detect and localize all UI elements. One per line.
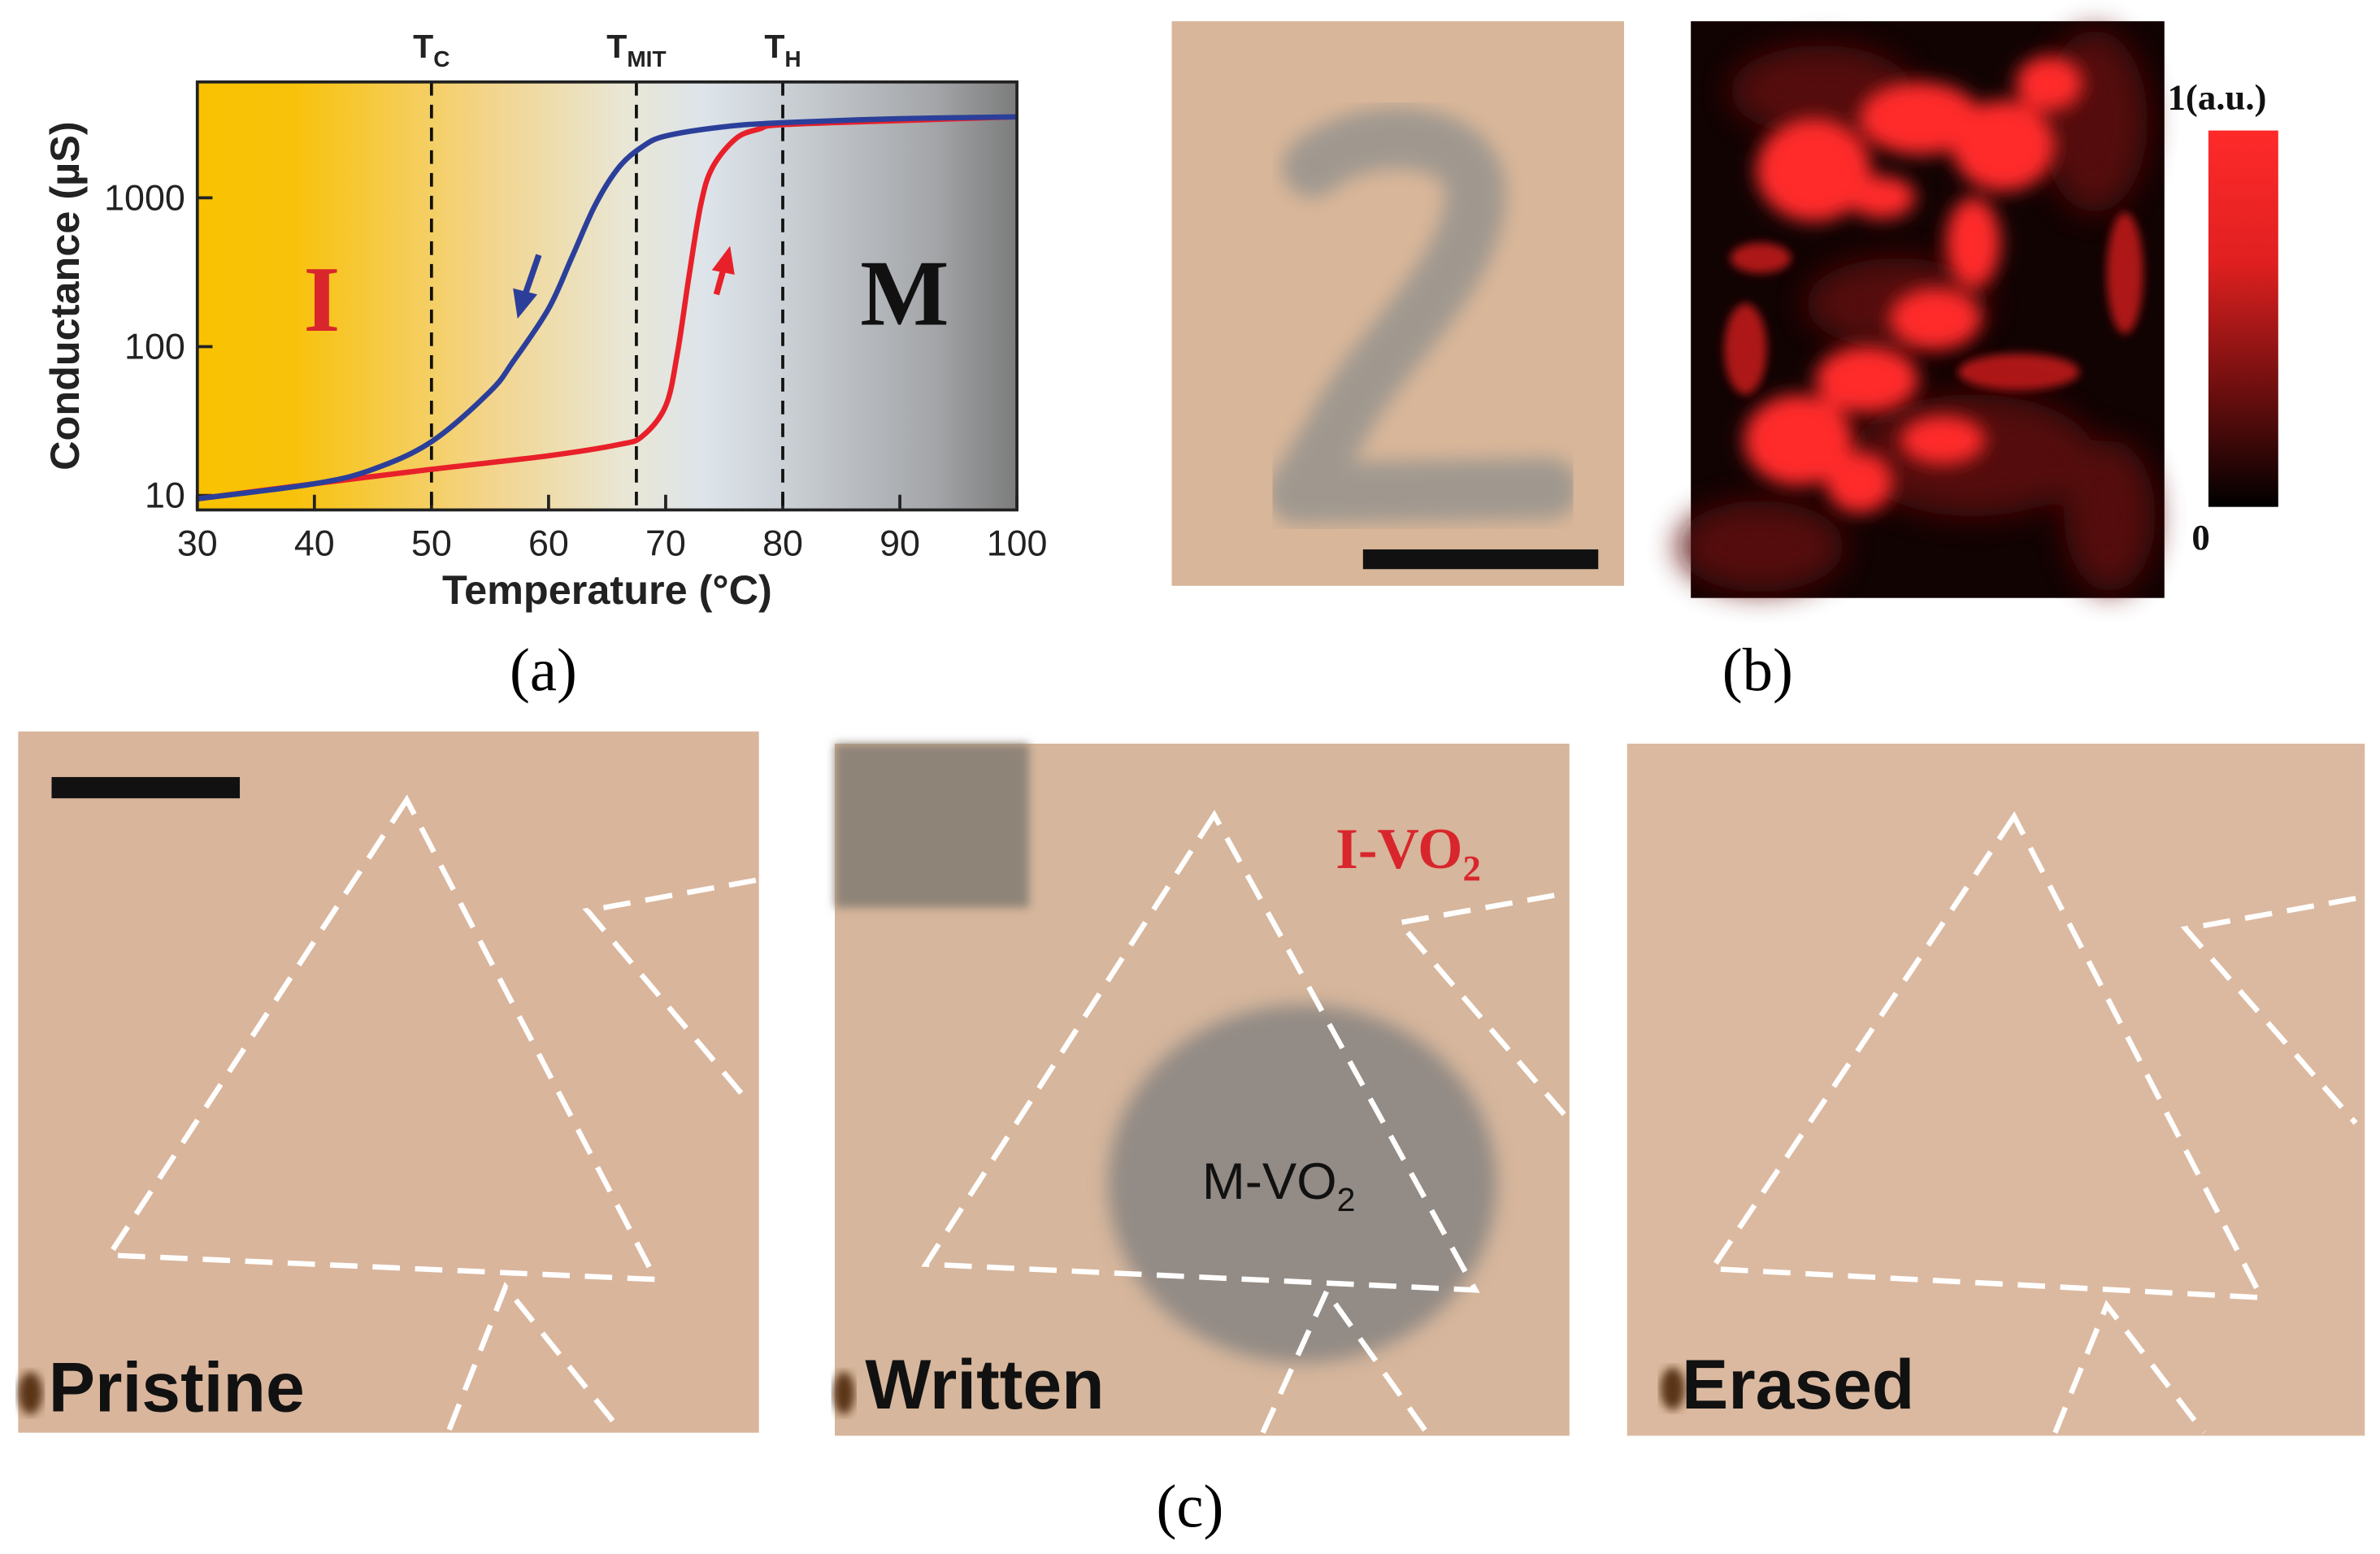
plot-frame: [195, 80, 1018, 512]
plot-series: [197, 114, 1018, 501]
caption-a: (a): [510, 637, 577, 705]
colorbar: 1(a.u.) 0: [2168, 76, 2278, 558]
insulator-region-label: I: [303, 248, 340, 352]
x-tick-label: 30: [177, 523, 218, 563]
x-tick-labels: 30 40 50 60 70 80 90 100: [177, 494, 1048, 563]
panel-b-intensity-map: [1677, 21, 2165, 598]
erased-label: Erased: [1682, 1346, 1914, 1424]
pristine-label: Pristine: [49, 1349, 305, 1427]
written-spot: [1108, 1005, 1497, 1363]
x-tick-label: 90: [879, 523, 920, 563]
written-label: Written: [865, 1346, 1104, 1424]
x-tick-label: 100: [987, 523, 1048, 563]
x-tick-label: 70: [645, 523, 686, 563]
y-tick-labels: 10 100 1000: [104, 177, 213, 516]
written-square: [835, 743, 1030, 908]
m-vo2-label: M-VO2: [1202, 1153, 1356, 1218]
y-axis-label: Conductance (µS): [41, 121, 88, 471]
cooling-curve: [197, 114, 1018, 501]
x-tick-label: 50: [411, 523, 452, 563]
y-tick-label: 100: [124, 326, 185, 367]
marker-label: TC: [413, 28, 450, 72]
heating-arrow-icon: [711, 245, 735, 296]
panel-a-chart: 10 100 1000 30 40 50 60 70 80 90 100 TC TMIT TH Tem…: [41, 28, 1047, 613]
y-tick-label: 1000: [104, 177, 185, 218]
x-tick-label: 40: [294, 523, 335, 563]
x-tick-label: 80: [762, 523, 803, 563]
metal-region-label: M: [860, 242, 949, 346]
caption-b: (b): [1722, 637, 1793, 705]
x-axis-label: Temperature (°C): [442, 566, 772, 613]
scale-bar: [1362, 549, 1599, 570]
plot-background: [197, 81, 1018, 510]
colorbar-min-label: 0: [2191, 517, 2209, 558]
panel-b-optical-image: [1171, 21, 1625, 586]
scale-bar: [51, 777, 241, 799]
x-tick-label: 60: [528, 523, 569, 563]
panel-c-pristine: Pristine: [18, 731, 759, 1435]
i-vo2-label: I-VO2: [1335, 818, 1481, 888]
y-tick-label: 10: [145, 475, 185, 516]
panel-c-erased: Erased: [1626, 743, 2365, 1436]
cooling-arrow-icon: [513, 254, 542, 319]
caption-c: (c): [1157, 1474, 1224, 1541]
panel-c-written: Written I-VO2 M-VO2: [833, 743, 1570, 1436]
marker-label: TMIT: [606, 28, 666, 72]
colorbar-max-label: 1(a.u.): [2168, 76, 2267, 117]
marker-label: TH: [764, 28, 801, 72]
